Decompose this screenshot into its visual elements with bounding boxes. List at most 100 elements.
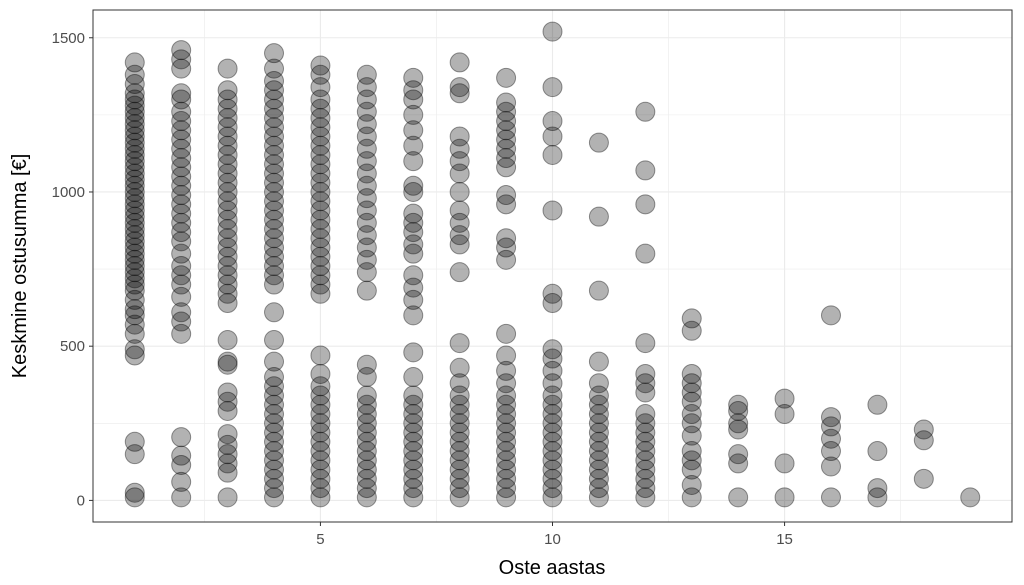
data-point [588, 487, 609, 508]
data-point [356, 354, 377, 375]
data-point [264, 218, 285, 239]
data-point [171, 138, 192, 159]
data-point [171, 222, 192, 243]
data-point [542, 21, 563, 42]
data-point [171, 101, 192, 122]
data-point [913, 419, 934, 440]
data-point [171, 40, 192, 61]
data-point [774, 388, 795, 409]
data-point [496, 120, 517, 141]
data-point [171, 148, 192, 169]
data-point [496, 92, 517, 113]
data-point [217, 228, 238, 249]
data-point [264, 80, 285, 101]
data-point [681, 391, 702, 412]
data-point [356, 441, 377, 462]
data-point [171, 302, 192, 323]
data-point [449, 413, 470, 434]
data-point [217, 354, 238, 375]
data-point [217, 89, 238, 110]
data-point [124, 305, 145, 326]
data-point [820, 456, 841, 477]
data-point [588, 478, 609, 499]
data-point [403, 151, 424, 172]
data-point [449, 450, 470, 471]
data-point [728, 400, 749, 421]
data-point [449, 83, 470, 104]
data-point [356, 77, 377, 98]
data-point [403, 104, 424, 125]
data-point [449, 52, 470, 73]
data-point [588, 441, 609, 462]
data-point [588, 413, 609, 434]
data-point [496, 129, 517, 150]
data-point [356, 468, 377, 489]
data-point [217, 209, 238, 230]
data-point [264, 385, 285, 406]
data-point [264, 468, 285, 489]
data-point [310, 363, 331, 384]
data-point [588, 459, 609, 480]
data-point [124, 194, 145, 215]
ticks-layer: 5 10 15 0 500 1000 1500 [52, 30, 793, 548]
data-point [217, 265, 238, 286]
data-point [449, 385, 470, 406]
data-point [356, 126, 377, 147]
data-point [217, 283, 238, 304]
data-point [171, 323, 192, 344]
data-point [310, 345, 331, 366]
data-point [264, 98, 285, 119]
data-point [403, 80, 424, 101]
data-point [588, 404, 609, 425]
data-point [171, 286, 192, 307]
data-point [403, 478, 424, 499]
data-point [403, 120, 424, 141]
data-point [542, 348, 563, 369]
data-point [356, 431, 377, 452]
data-point [171, 311, 192, 332]
y-tick-label: 1000 [52, 184, 85, 201]
data-point [403, 203, 424, 224]
data-point [217, 172, 238, 193]
data-point [310, 237, 331, 258]
data-point [217, 434, 238, 455]
data-point [171, 129, 192, 150]
data-point [681, 413, 702, 434]
data-point [635, 431, 656, 452]
data-point [264, 265, 285, 286]
data-point [310, 413, 331, 434]
data-point [310, 422, 331, 443]
data-point [264, 351, 285, 372]
data-point [820, 416, 841, 437]
data-point [449, 431, 470, 452]
data-point [403, 468, 424, 489]
data-point [356, 64, 377, 85]
data-point [496, 385, 517, 406]
data-point [217, 382, 238, 403]
data-point [496, 373, 517, 394]
data-point [310, 117, 331, 138]
data-point [124, 206, 145, 227]
data-point [171, 203, 192, 224]
data-point [496, 228, 517, 249]
data-point [356, 404, 377, 425]
data-point [449, 422, 470, 443]
data-point [635, 243, 656, 264]
data-point [542, 200, 563, 221]
data-point [960, 487, 981, 508]
data-point [171, 89, 192, 110]
data-point [124, 74, 145, 95]
data-point [356, 280, 377, 301]
data-point [542, 394, 563, 415]
data-point [124, 280, 145, 301]
data-point [496, 138, 517, 159]
y-tick-label: 1500 [52, 30, 85, 47]
data-point [496, 345, 517, 366]
data-point [310, 441, 331, 462]
data-point [310, 218, 331, 239]
data-point [264, 256, 285, 276]
data-point [496, 422, 517, 443]
data-point [542, 478, 563, 499]
data-point [542, 126, 563, 147]
data-point [356, 151, 377, 172]
